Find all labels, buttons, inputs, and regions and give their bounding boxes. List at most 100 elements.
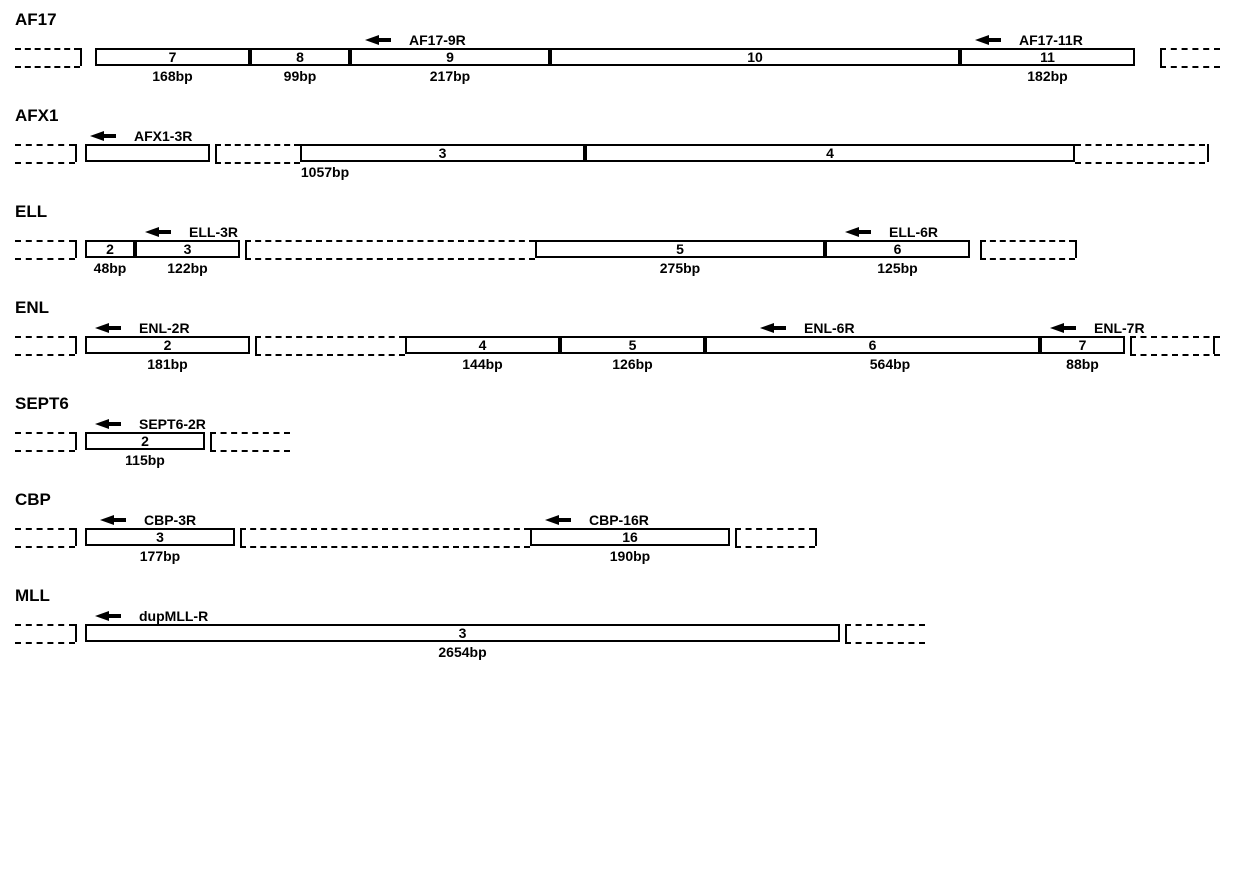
primer-label: ENL-6R <box>804 320 855 336</box>
intron-dash <box>210 432 290 434</box>
gene-title: MLL <box>15 586 1225 606</box>
exon-box: 5 <box>535 240 825 258</box>
primer-cbp-16r: CBP-16R <box>545 512 649 528</box>
primer-afx1-3r: AFX1-3R <box>90 128 192 144</box>
primer-ell-6r: ELL-6R <box>845 224 938 240</box>
intron-dash <box>15 240 75 242</box>
boundary-tick <box>75 336 77 354</box>
track-container: dupMLL-R3 2654bp <box>15 608 1215 660</box>
intron-dash <box>15 528 75 530</box>
track-container: SEPT6-2R2115bp <box>15 416 1215 468</box>
boundary-tick <box>1075 240 1077 258</box>
primer-af17-9r: AF17-9R <box>365 32 466 48</box>
primer-af17-11r: AF17-11R <box>975 32 1083 48</box>
gene-title: ENL <box>15 298 1225 318</box>
exon-size-label: 564bp <box>870 356 910 372</box>
exon-size-label: 144bp <box>462 356 502 372</box>
primer-row: CBP-3R CBP-16R <box>15 512 1215 528</box>
exon-box: 4 <box>585 144 1075 162</box>
intron-dash <box>15 48 80 50</box>
size-row: 181bp144bp126bp564bp88bp <box>15 356 1215 372</box>
exon-size-label: 1057bp <box>301 164 349 180</box>
arrow-left-icon <box>100 515 114 525</box>
intron-dash <box>1160 48 1220 50</box>
boundary-tick <box>815 528 817 546</box>
exon-box: 5 <box>560 336 705 354</box>
primer-enl-2r: ENL-2R <box>95 320 190 336</box>
boundary-tick <box>1207 144 1209 162</box>
exon-size-label: 182bp <box>1027 68 1067 84</box>
exon-lane: 3 <box>15 624 1215 642</box>
boundary-tick <box>1160 48 1162 66</box>
exon-size-label: 122bp <box>167 260 207 276</box>
track-container: AF17-9R AF17-11R7891011 168bp 99bp 217bp 182b… <box>15 32 1215 84</box>
track-container: ELL-3RELL-6R23 56 48bp122bp275bp125bp <box>15 224 1215 276</box>
primer-label: AF17-11R <box>1019 32 1083 48</box>
primer-label: ENL-7R <box>1094 320 1145 336</box>
exon-size-label: 181bp <box>147 356 187 372</box>
gene-title: CBP <box>15 490 1225 510</box>
intron-dash <box>1130 336 1220 338</box>
exon-size-label: 125bp <box>877 260 917 276</box>
gene-title: AFX1 <box>15 106 1225 126</box>
exon-box: 7 <box>95 48 250 66</box>
exon-lane: 2 <box>15 432 1215 450</box>
exon-size-label: 115bp <box>125 452 165 468</box>
primer-row: ENL-2R ENL-6R ENL-7R <box>15 320 1215 336</box>
boundary-tick <box>980 240 982 258</box>
intron-dash <box>1075 144 1205 146</box>
exon-box: 3 <box>135 240 240 258</box>
gene-group-af17: AF17 AF17-9R AF17-11R7891011 168bp 99bp 217bp… <box>15 10 1225 84</box>
exon-size-label: 2654bp <box>438 644 486 660</box>
primer-label: CBP-3R <box>144 512 196 528</box>
boundary-tick <box>75 528 77 546</box>
gene-group-cbp: CBPCBP-3RCBP-16R316177bp190bp <box>15 490 1225 564</box>
arrow-left-icon <box>975 35 989 45</box>
arrow-left-icon <box>1050 323 1064 333</box>
exon-box: 2 <box>85 432 205 450</box>
exon-box: 3 <box>85 624 840 642</box>
size-row: 115bp <box>15 452 1215 468</box>
boundary-tick <box>1213 336 1215 354</box>
boundary-tick <box>735 528 737 546</box>
arrow-left-icon <box>145 227 159 237</box>
exon-size-label: 217bp <box>430 68 470 84</box>
size-row: 48bp122bp275bp125bp <box>15 260 1215 276</box>
arrow-left-icon <box>95 419 109 429</box>
gene-title: AF17 <box>15 10 1225 30</box>
gene-group-afx1: AFX1 AFX1-3R34 1057bp <box>15 106 1225 180</box>
intron-dash <box>15 624 75 626</box>
arrow-left-icon <box>95 611 109 621</box>
exon-box: 11 <box>960 48 1135 66</box>
primer-row: AFX1-3R <box>15 128 1215 144</box>
primer-dupmll-r: dupMLL-R <box>95 608 208 624</box>
arrow-left-icon <box>545 515 559 525</box>
primer-label: AFX1-3R <box>134 128 192 144</box>
intron-dash <box>245 240 535 242</box>
exon-box <box>85 144 210 162</box>
gene-group-sept6: SEPT6SEPT6-2R2115bp <box>15 394 1225 468</box>
primer-row: ELL-3RELL-6R <box>15 224 1215 240</box>
intron-dash <box>255 336 405 338</box>
primer-label: dupMLL-R <box>139 608 208 624</box>
primer-enl-6r: ENL-6R <box>760 320 855 336</box>
gene-group-mll: MLL dupMLL-R3 2654bp <box>15 586 1225 660</box>
gene-group-ell: ELLELL-3RELL-6R235648bp122bp275bp125bp <box>15 202 1225 276</box>
exon-size-label: 190bp <box>610 548 650 564</box>
exon-size-label: 168bp <box>152 68 192 84</box>
arrow-left-icon <box>90 131 104 141</box>
exon-box: 9 <box>350 48 550 66</box>
size-row: 177bp190bp <box>15 548 1215 564</box>
boundary-tick <box>845 624 847 642</box>
exon-box: 2 <box>85 240 135 258</box>
exon-size-label: 88bp <box>1066 356 1099 372</box>
exon-size-label: 99bp <box>284 68 317 84</box>
boundary-tick <box>80 48 82 66</box>
arrow-left-icon <box>365 35 379 45</box>
primer-label: AF17-9R <box>409 32 466 48</box>
exon-lane: 7891011 <box>15 48 1215 66</box>
gene-group-enl: ENLENL-2RENL-6RENL-7R24567181bp144bp126b… <box>15 298 1225 372</box>
exon-box: 6 <box>825 240 970 258</box>
exon-lane: 34 <box>15 144 1215 162</box>
track-container: AFX1-3R34 1057bp <box>15 128 1215 180</box>
